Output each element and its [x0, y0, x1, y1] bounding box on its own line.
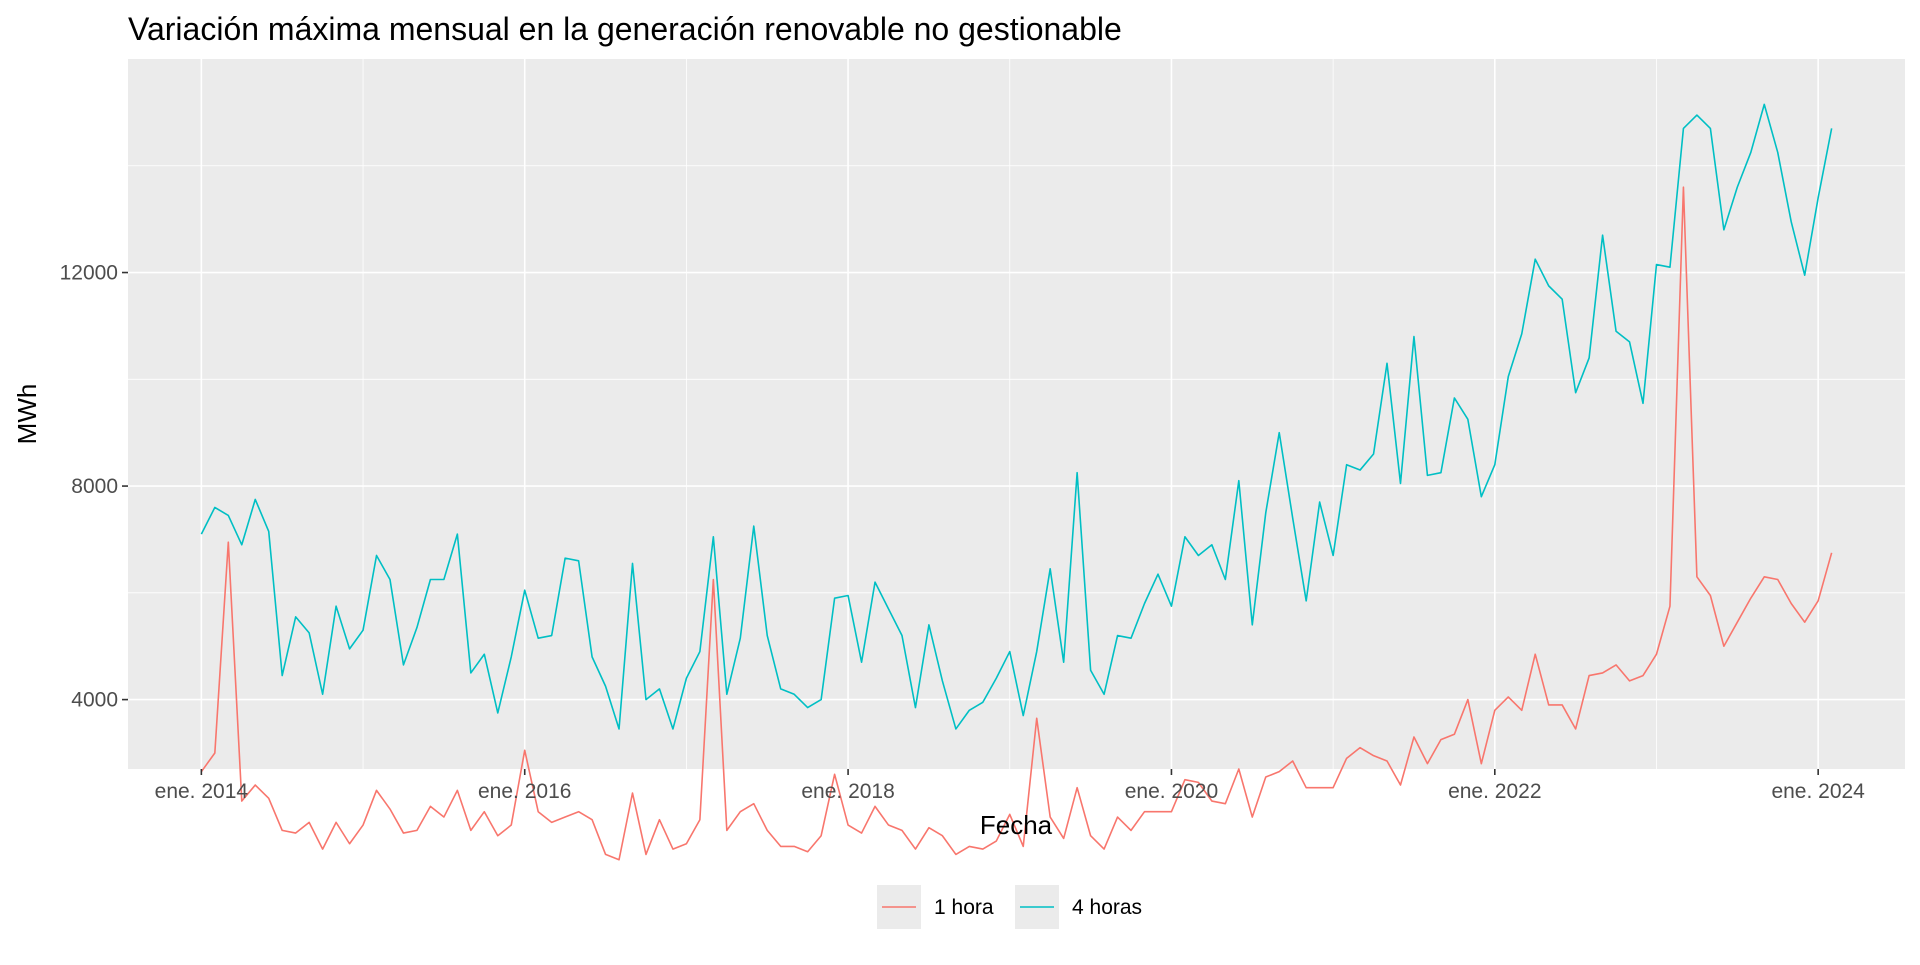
axis-layer: 4000 8000 12000 ene. 2014 ene. 2016 ene. 2018…: [60, 262, 1866, 803]
chart-title: Variación máxima mensual en la generació…: [128, 11, 1122, 47]
x-tick-label: ene. 2018: [801, 780, 894, 803]
legend: 1 hora 4 horas: [877, 885, 1142, 929]
y-tick-label: 4000: [71, 689, 118, 712]
y-axis-title: MWh: [12, 384, 42, 445]
x-tick-label: ene. 2024: [1771, 780, 1865, 803]
series-line-4-horas: [200, 103, 1833, 730]
x-tick-label: ene. 2022: [1448, 780, 1541, 803]
legend-label-1: 4 horas: [1072, 896, 1142, 919]
x-tick-label: ene. 2014: [155, 780, 249, 803]
y-tick-label: 12000: [60, 262, 118, 285]
plot-panel: [128, 59, 1905, 769]
x-tick-label: ene. 2016: [478, 780, 571, 803]
series-layer: [200, 103, 1833, 861]
series-line-1-hora: [200, 186, 1833, 861]
legend-label-0: 1 hora: [934, 896, 994, 919]
y-tick-label: 8000: [71, 475, 118, 498]
grid-layer: [128, 59, 1905, 769]
x-tick-label: ene. 2020: [1125, 780, 1218, 803]
x-axis-title: Fecha: [980, 810, 1053, 840]
